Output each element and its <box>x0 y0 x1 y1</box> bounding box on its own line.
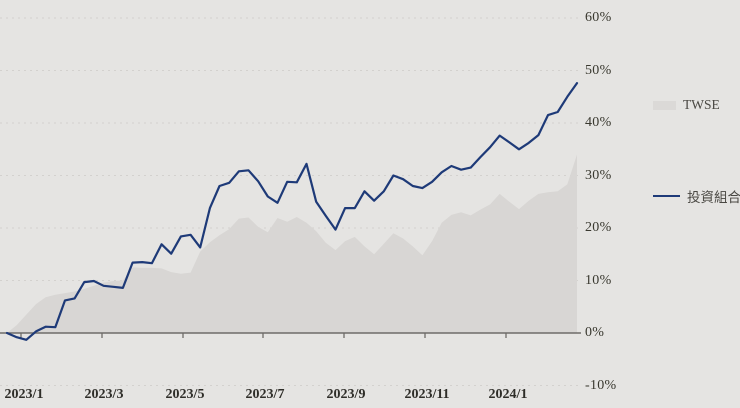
gridlines <box>0 17 581 386</box>
portfolio-line-swatch <box>653 195 680 197</box>
x-axis-ticks <box>20 333 507 338</box>
y-tick-label-10: 10% <box>585 272 612 288</box>
legend-label-portfolio: 投資組合 <box>687 190 740 205</box>
y-tick-label-50: 50% <box>585 62 612 78</box>
legend-item-portfolio: 投資組合 <box>653 186 740 206</box>
x-tick-label-2023-5: 2023/5 <box>165 387 205 402</box>
y-tick-label-0: 0% <box>585 325 605 340</box>
y-tick-label-n10: -10% <box>585 377 617 393</box>
y-tick-label-40: 40% <box>585 115 612 130</box>
y-tick-label-60: 60% <box>585 10 612 25</box>
y-tick-label-30: 30% <box>585 167 612 183</box>
x-tick-label-2023-7: 2023/7 <box>245 387 285 402</box>
legend-label-twse: TWSE <box>683 97 720 112</box>
x-tick-label-2023-9: 2023/9 <box>326 387 366 402</box>
x-tick-label-2023-1: 2023/1 <box>4 387 44 402</box>
x-tick-label-2024-1: 2024/1 <box>488 387 528 402</box>
portfolio-line-series <box>5 81 579 341</box>
x-tick-label-2023-3: 2023/3 <box>84 387 124 402</box>
x-tick-label-2023-11: 2023/11 <box>404 387 450 402</box>
twse-area-series <box>7 154 577 333</box>
legend-item-twse: TWSE <box>653 97 720 113</box>
twse-area-swatch <box>653 100 676 110</box>
y-tick-label-20: 20% <box>585 220 612 235</box>
